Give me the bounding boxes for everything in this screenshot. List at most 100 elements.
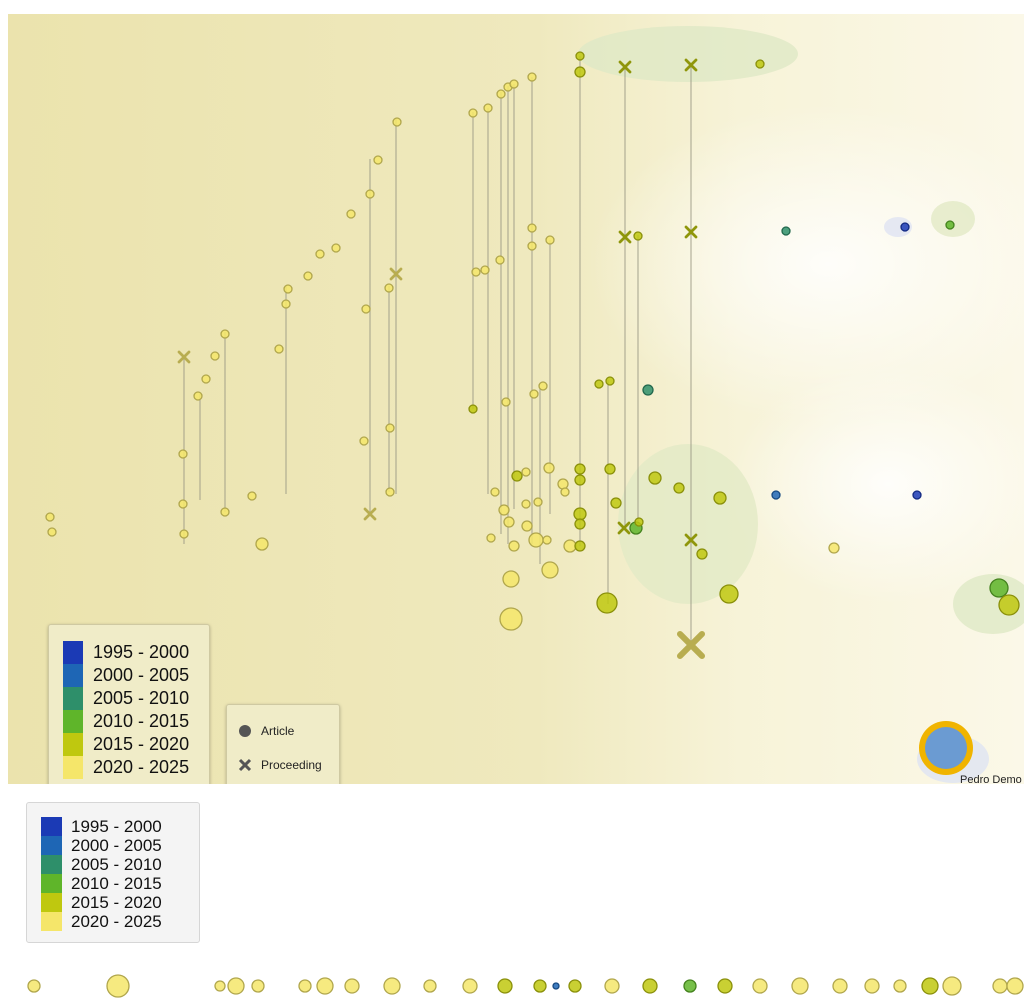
article-point[interactable] [633, 231, 643, 241]
article-point[interactable] [496, 89, 506, 99]
timeline-point[interactable] [106, 974, 130, 998]
article-point[interactable] [255, 537, 269, 551]
article-point[interactable] [605, 376, 615, 386]
article-point[interactable] [384, 283, 394, 293]
article-point[interactable] [673, 482, 685, 494]
article-point[interactable] [527, 72, 537, 82]
timeline-point[interactable] [683, 979, 697, 993]
timeline-point[interactable] [462, 978, 478, 994]
article-point[interactable] [179, 529, 189, 539]
article-point[interactable] [541, 561, 559, 579]
article-point[interactable] [283, 284, 293, 294]
article-point[interactable] [468, 108, 478, 118]
proceeding-point[interactable] [177, 350, 191, 364]
article-point[interactable] [501, 397, 511, 407]
article-point[interactable] [648, 471, 662, 485]
timeline-point[interactable] [992, 978, 1008, 994]
timeline-point[interactable] [344, 978, 360, 994]
article-point[interactable] [508, 540, 520, 552]
article-point[interactable] [538, 381, 548, 391]
article-point[interactable] [373, 155, 383, 165]
timeline-point[interactable] [533, 979, 547, 993]
article-point[interactable] [220, 329, 230, 339]
article-point[interactable] [359, 436, 369, 446]
timeline-point[interactable] [942, 976, 962, 996]
article-point[interactable] [828, 542, 840, 554]
timeline-point[interactable] [383, 977, 401, 995]
article-point[interactable] [303, 271, 313, 281]
article-point[interactable] [713, 491, 727, 505]
article-point[interactable] [502, 570, 520, 588]
timeline-point[interactable] [791, 977, 809, 995]
article-point[interactable] [193, 391, 203, 401]
article-point[interactable] [574, 518, 586, 530]
proceeding-point[interactable] [684, 58, 698, 72]
article-point[interactable] [201, 374, 211, 384]
map-canvas[interactable]: 1995 - 2000 2000 - 2005 2005 - 2010 2010… [8, 14, 1024, 784]
proceeding-point[interactable] [618, 60, 632, 74]
article-point[interactable] [529, 389, 539, 399]
article-point[interactable] [47, 527, 57, 537]
article-point[interactable] [220, 507, 230, 517]
article-point[interactable] [900, 222, 910, 232]
article-point[interactable] [468, 404, 478, 414]
article-point[interactable] [642, 384, 654, 396]
article-point[interactable] [755, 59, 765, 69]
proceeding-point[interactable] [618, 230, 632, 244]
timeline-point[interactable] [921, 977, 939, 995]
article-point[interactable] [499, 607, 523, 631]
article-point[interactable] [511, 470, 523, 482]
article-point[interactable] [178, 499, 188, 509]
timeline-point[interactable] [214, 980, 226, 992]
timeline-point[interactable] [864, 978, 880, 994]
timeline-point[interactable] [568, 979, 582, 993]
article-point[interactable] [771, 490, 781, 500]
article-point[interactable] [543, 462, 555, 474]
article-point[interactable] [604, 463, 616, 475]
article-point[interactable] [560, 487, 570, 497]
timeline-point[interactable] [316, 977, 334, 995]
article-point[interactable] [696, 548, 708, 560]
article-point[interactable] [483, 103, 493, 113]
article-point[interactable] [545, 235, 555, 245]
article-point[interactable] [247, 491, 257, 501]
timeline-point[interactable] [752, 978, 768, 994]
article-point[interactable] [385, 423, 395, 433]
article-point[interactable] [490, 487, 500, 497]
timeline-point[interactable] [552, 982, 560, 990]
timeline-point[interactable] [251, 979, 265, 993]
article-point[interactable] [557, 478, 569, 490]
article-point[interactable] [361, 304, 371, 314]
article-point[interactable] [274, 344, 284, 354]
timeline-point[interactable] [298, 979, 312, 993]
article-point[interactable] [392, 117, 402, 127]
article-point[interactable] [989, 578, 1009, 598]
article-point[interactable] [634, 517, 644, 527]
article-point[interactable] [178, 449, 188, 459]
author-node[interactable] [919, 721, 973, 775]
article-point[interactable] [574, 474, 586, 486]
article-point[interactable] [563, 539, 577, 553]
article-point[interactable] [281, 299, 291, 309]
article-point[interactable] [527, 223, 537, 233]
timeline-point[interactable] [497, 978, 513, 994]
article-point[interactable] [385, 487, 395, 497]
timeline-point[interactable] [717, 978, 733, 994]
article-point[interactable] [527, 241, 537, 251]
proceeding-point[interactable] [684, 533, 698, 547]
article-point[interactable] [574, 66, 586, 78]
article-point[interactable] [45, 512, 55, 522]
article-point[interactable] [503, 516, 515, 528]
article-point[interactable] [498, 504, 510, 516]
article-point[interactable] [610, 497, 622, 509]
article-point[interactable] [781, 226, 791, 236]
proceeding-point[interactable] [363, 507, 377, 521]
proceeding-point[interactable] [389, 267, 403, 281]
timeline-point[interactable] [423, 979, 437, 993]
article-point[interactable] [945, 220, 955, 230]
article-point[interactable] [719, 584, 739, 604]
article-point[interactable] [542, 535, 552, 545]
article-point[interactable] [574, 540, 586, 552]
article-point[interactable] [528, 532, 544, 548]
proceeding-point[interactable] [617, 521, 631, 535]
